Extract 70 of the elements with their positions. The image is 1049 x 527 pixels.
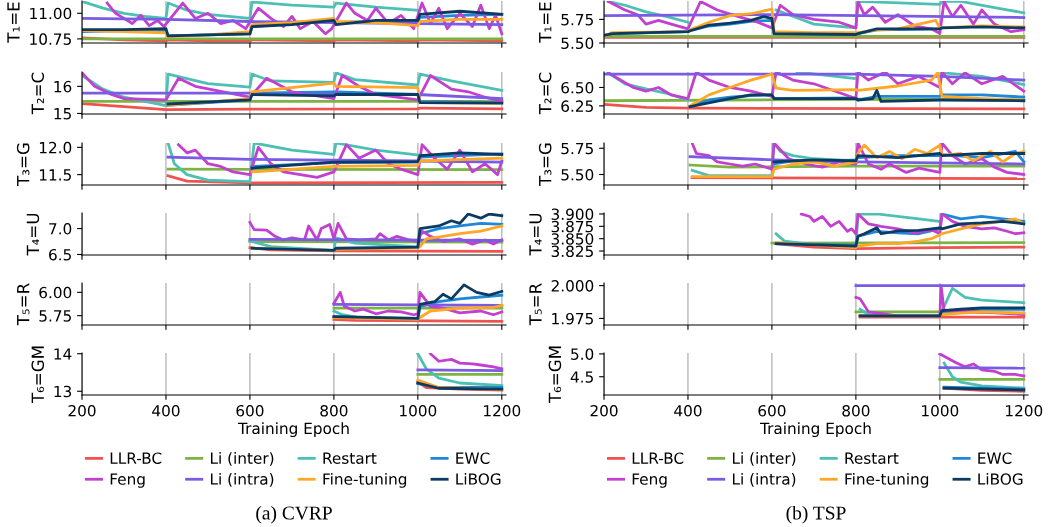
x-tick-label: 800 xyxy=(320,404,348,417)
x-axis-title: Training Epoch xyxy=(760,422,871,438)
y-axis-title: T₃=G xyxy=(538,143,552,186)
x-tick-label: 800 xyxy=(842,404,870,417)
y-tick-label: 5.50 xyxy=(561,168,594,181)
legend-label: Li (intra) xyxy=(210,473,274,487)
legend-label: Restart xyxy=(845,452,899,464)
legend-label: Restart xyxy=(323,452,377,464)
y-tick-label: 7.0 xyxy=(49,223,72,235)
legend-label: LLR-BC xyxy=(632,452,684,464)
y-tick-label: 5.0 xyxy=(571,348,594,360)
y-tick-label: 13 xyxy=(54,385,72,398)
legend-label: Li (intra) xyxy=(732,473,796,487)
y-tick-label: 16 xyxy=(54,80,72,93)
y-tick-label: 14 xyxy=(54,348,72,360)
y-tick-label: 6.25 xyxy=(561,100,593,112)
legend-label: Li (inter) xyxy=(732,452,796,466)
x-tick-label: 1200 xyxy=(484,404,521,417)
y-tick-label: 3.875 xyxy=(551,220,593,233)
y-axis-title: T₂=C xyxy=(538,72,552,115)
x-tick-label: 200 xyxy=(68,404,96,417)
x-tick-label: 200 xyxy=(590,404,618,417)
x-tick-label: 1000 xyxy=(922,404,959,417)
legend-label: EWC xyxy=(456,452,490,464)
y-tick-label: 4.5 xyxy=(570,371,593,383)
legend-label: Feng xyxy=(632,473,667,488)
y-tick-label: 5.50 xyxy=(561,37,594,50)
y-axis-title: T₂=C xyxy=(31,72,45,115)
legend-label: Fine-tuning xyxy=(845,473,929,488)
legend-label: Li (inter) xyxy=(210,452,274,466)
y-axis-title: T₁=E xyxy=(539,2,552,43)
y-tick-label: 6.00 xyxy=(39,286,72,299)
y-axis-title: T₄=U xyxy=(26,213,40,256)
y-tick-label: 2.000 xyxy=(551,280,594,292)
y-tick-label: 6.50 xyxy=(561,81,594,94)
y-tick-label: 6.5 xyxy=(49,248,71,261)
legend-label: LiBOG xyxy=(456,473,501,485)
y-axis-title: T₅=R xyxy=(529,283,542,326)
y-tick-label: 5.75 xyxy=(561,14,593,26)
y-axis-title: T₁=E xyxy=(7,2,20,43)
y-tick-label: 5.75 xyxy=(561,142,593,155)
y-tick-label: 3.900 xyxy=(551,208,594,221)
x-tick-label: 1200 xyxy=(1006,404,1043,417)
legend-label: LiBOG xyxy=(978,473,1023,485)
y-axis-title: T₃=G xyxy=(16,143,30,186)
x-tick-label: 400 xyxy=(152,404,180,417)
text: (a) CVRP xyxy=(256,505,332,524)
y-tick-label: 1.975 xyxy=(552,312,593,325)
x-tick-label: 600 xyxy=(758,404,786,417)
y-tick-label: 12.0 xyxy=(39,141,72,154)
y-axis-title: T₅=R xyxy=(17,283,30,326)
x-tick-label: 400 xyxy=(674,404,702,417)
y-tick-label: 10.75 xyxy=(30,33,71,45)
x-tick-label: 600 xyxy=(236,404,264,417)
y-tick-label: 5.75 xyxy=(39,310,71,322)
y-tick-label: 11.5 xyxy=(39,169,71,181)
x-axis-title: Training Epoch xyxy=(238,422,349,438)
y-axis-title: T₆=GM xyxy=(31,346,45,404)
y-axis-title: T₆=GM xyxy=(548,346,562,404)
text: (b) TSP xyxy=(786,505,846,524)
legend-label: Fine-tuning xyxy=(323,473,407,488)
legend-label: EWC xyxy=(978,452,1012,464)
y-tick-label: 15 xyxy=(54,108,71,120)
x-tick-label: 1000 xyxy=(400,404,437,417)
y-axis-title: T₄=U xyxy=(529,213,542,256)
y-tick-label: 3.825 xyxy=(551,245,593,258)
legend-label: Feng xyxy=(110,473,145,488)
y-tick-label: 11.00 xyxy=(30,7,72,20)
legend-label: LLR-BC xyxy=(110,452,162,464)
y-tick-label: 3.850 xyxy=(551,233,594,245)
